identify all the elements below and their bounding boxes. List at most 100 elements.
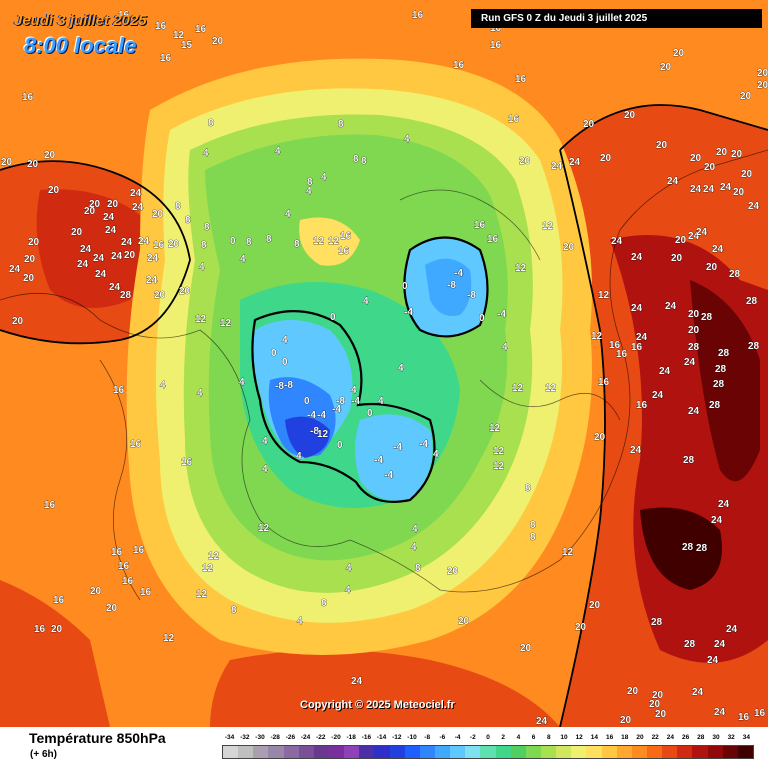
- isotherm-label: 4: [285, 209, 291, 220]
- isotherm-label: 20: [12, 316, 24, 327]
- legend-swatch: [646, 746, 663, 758]
- isotherm-label: 28: [709, 400, 721, 411]
- legend-tick-label: -34: [224, 734, 235, 741]
- isotherm-label: 4: [363, 296, 369, 307]
- isotherm-label: 16: [181, 457, 193, 468]
- isotherm-label: 20: [28, 237, 40, 248]
- isotherm-label: 16: [22, 92, 34, 103]
- isotherm-label: 0: [337, 440, 343, 451]
- isotherm-label: 24: [130, 188, 142, 199]
- isotherm-label: 16: [598, 377, 610, 388]
- isotherm-label: 20: [1, 157, 13, 168]
- isotherm-label: 24: [351, 676, 363, 687]
- isotherm-label: 24: [536, 716, 548, 727]
- isotherm-label: 20: [624, 110, 636, 121]
- isotherm-label: 4: [297, 616, 303, 627]
- isotherm-label: 16: [490, 23, 502, 34]
- isotherm-label: 20: [90, 586, 102, 597]
- isotherm-label: -8: [284, 380, 293, 391]
- isotherm-label: 16: [515, 74, 527, 85]
- isotherm-label: 8: [530, 520, 536, 531]
- isotherm-label: 20: [27, 159, 39, 170]
- isotherm-label: 16: [44, 500, 56, 511]
- isotherm-label: 4: [306, 186, 312, 197]
- legend-tick-label: 20: [636, 734, 644, 741]
- legend-swatch: [434, 746, 451, 758]
- legend-tick-labels: -34 -32 -30 -28 -26 -24 -22 -20 -18 -16 -14 -12 -10-…: [222, 734, 754, 744]
- legend-tick-label: -26: [285, 734, 296, 741]
- isotherm-label: 16: [340, 231, 352, 242]
- isotherm-label: 16: [111, 547, 123, 558]
- isotherm-label: 4: [239, 377, 245, 388]
- isotherm-label: 16: [140, 587, 152, 598]
- legend-swatch: [495, 746, 511, 758]
- legend-tick-label: 22: [651, 734, 659, 741]
- legend-tick-label: 12: [575, 734, 583, 741]
- isotherm-label: 20: [627, 686, 639, 697]
- isotherm-label: 8: [204, 222, 210, 233]
- isotherm-label: 12: [493, 446, 505, 457]
- isotherm-label: 0: [282, 357, 288, 368]
- legend-swatch: [616, 746, 632, 758]
- legend-swatch: [268, 746, 284, 758]
- isotherm-label: 20: [89, 199, 101, 210]
- cold-pool-greenland: [355, 414, 433, 501]
- isotherm-label: 4: [404, 134, 410, 145]
- isotherm-label: 24: [103, 212, 115, 223]
- legend-swatch: [344, 746, 360, 758]
- isotherm-label: 24: [703, 184, 715, 195]
- isotherm-label: 8: [266, 234, 272, 245]
- isotherm-label: 24: [80, 244, 92, 255]
- isotherm-label: 24: [665, 301, 677, 312]
- isotherm-label: 16: [508, 114, 520, 125]
- isotherm-label: 24: [630, 445, 642, 456]
- isotherm-label: 16: [155, 21, 167, 32]
- legend-tick-label: -6: [439, 734, 446, 741]
- legend-tick-label: -4: [454, 734, 461, 741]
- isotherm-label: 8: [525, 483, 531, 494]
- isotherm-label: 0: [479, 313, 485, 324]
- isotherm-label: 24: [696, 227, 708, 238]
- isotherm-label: 24: [688, 406, 700, 417]
- isotherm-label: 28: [715, 364, 727, 375]
- isotherm-label: 24: [726, 624, 738, 635]
- copyright-notice: Copyright © 2025 Meteociel.fr: [300, 699, 455, 711]
- isotherm-label: 20: [519, 156, 531, 167]
- legend-footer: Température 850hPa (+ 6h) -34 -32 -30 -28 -2…: [0, 727, 768, 768]
- isotherm-label: 12: [202, 563, 214, 574]
- isotherm-label: 4: [351, 385, 357, 396]
- isotherm-label: 16: [338, 246, 350, 257]
- isotherm-label: 20: [741, 169, 753, 180]
- isotherm-label: 24: [146, 275, 158, 286]
- legend-swatch: [223, 746, 239, 758]
- isotherm-label: -4: [419, 439, 428, 450]
- isotherm-label: 12: [515, 263, 527, 274]
- isotherm-label: 16: [122, 576, 134, 587]
- isotherm-label: 16: [631, 342, 643, 353]
- legend-swatch: [737, 746, 753, 758]
- legend-tick-label: 30: [712, 734, 720, 741]
- isotherm-label: 4: [262, 436, 268, 447]
- isotherm-label: 20: [649, 699, 661, 710]
- isotherm-label: 20: [594, 432, 606, 443]
- isotherm-label: 20: [600, 153, 612, 164]
- isotherm-label: 20: [673, 48, 685, 59]
- legend-tick-label: 28: [697, 734, 705, 741]
- isotherm-label: 28: [746, 296, 758, 307]
- isotherm-label: 12: [591, 331, 603, 342]
- legend-swatch: [480, 746, 496, 758]
- legend-tick-label: -24: [300, 734, 311, 741]
- isotherm-label: 0: [367, 408, 373, 419]
- isotherm-label: -4: [454, 268, 463, 279]
- isotherm-label: 4: [296, 451, 302, 462]
- isotherm-label: 8: [321, 598, 327, 609]
- legend-swatch: [556, 746, 572, 758]
- isotherm-label: 20: [690, 153, 702, 164]
- isotherm-label: -4: [404, 307, 413, 318]
- legend-swatch: [707, 746, 723, 758]
- legend-swatch: [662, 746, 678, 758]
- isotherm-label: 20: [656, 140, 668, 151]
- isotherm-label: 16: [118, 561, 130, 572]
- isotherm-label: 24: [712, 244, 724, 255]
- legend-tick-label: -10: [407, 734, 417, 741]
